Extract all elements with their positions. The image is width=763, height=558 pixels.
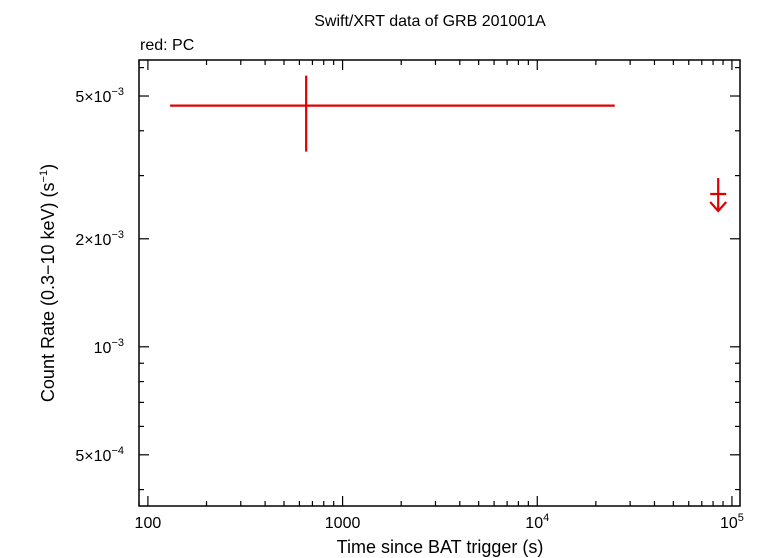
x-tick-label: 105 [720, 512, 744, 532]
axis-ticks [138, 60, 740, 506]
plot-frame [138, 59, 741, 507]
y-axis-label-sup: −1 [38, 170, 50, 183]
y-tick-label: 5×10−4 [75, 445, 124, 465]
x-tick-label: 100 [135, 515, 162, 532]
y-axis-label: Count Rate (0.3−10 keV) (s−1) [38, 164, 58, 402]
y-tick-label: 2×10−3 [75, 229, 124, 249]
x-tick-label: 104 [525, 512, 549, 532]
x-tick-label: 1000 [325, 515, 361, 532]
chart-title: Swift/XRT data of GRB 201001A [314, 13, 546, 30]
upper-limit-arrowhead [709, 201, 728, 213]
y-tick-label: 5×10−3 [75, 86, 124, 106]
x-axis-label: Time since BAT trigger (s) [337, 537, 544, 557]
data-layer [170, 75, 728, 213]
y-tick-label: 10−3 [94, 337, 124, 357]
chart-subtitle: red: PC [140, 37, 194, 54]
y-axis-label-end: ) [38, 164, 58, 170]
axis-tick-labels: 100 1000 104 105 5×10−4 10−3 2×10−3 5×10−3 [75, 86, 743, 532]
y-axis-label-main: Count Rate (0.3−10 keV) (s [38, 182, 58, 402]
